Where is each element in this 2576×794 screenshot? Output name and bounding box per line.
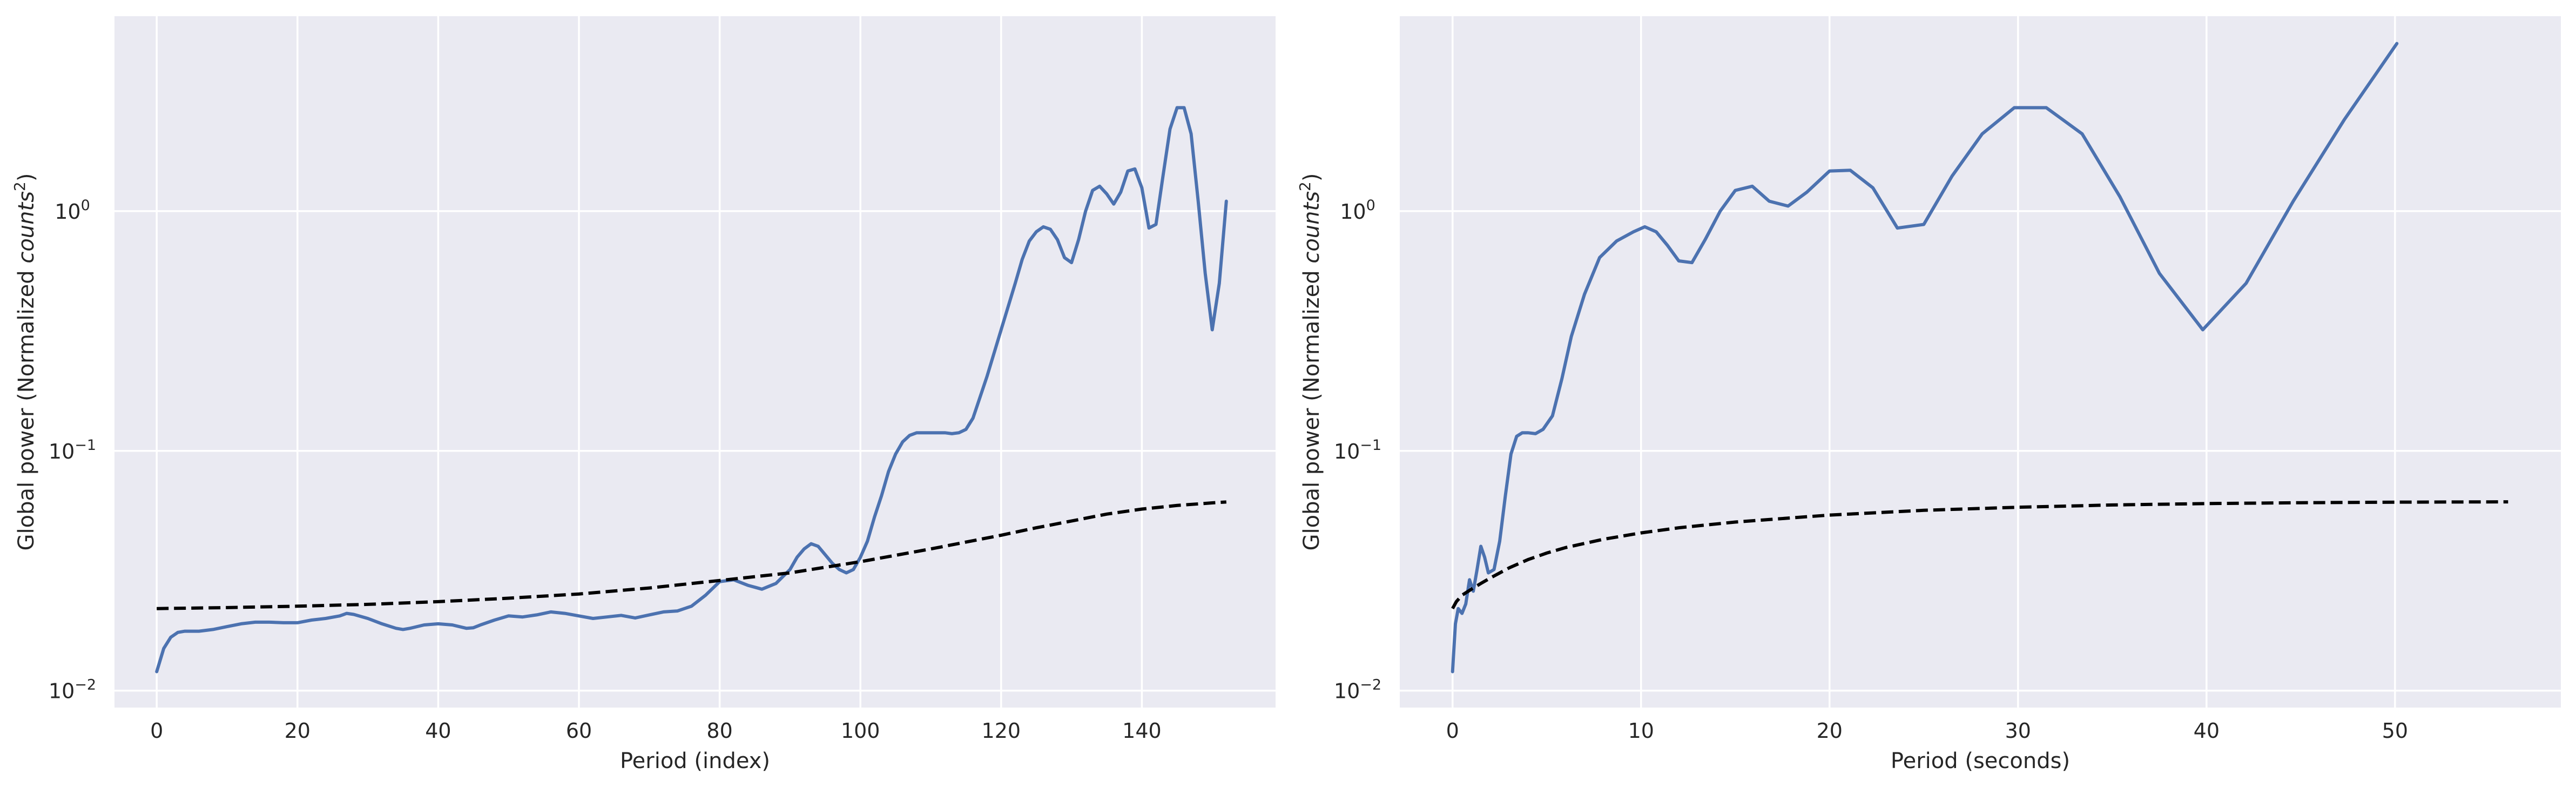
chart-0-y-tick-label: 10−2 bbox=[49, 677, 96, 703]
chart-1-x-tick-label: 50 bbox=[2382, 719, 2408, 743]
chart-0-global-power-line bbox=[155, 106, 1228, 674]
chart-1-y-axis-label: Global power (Normalized counts2) bbox=[1296, 173, 1324, 551]
left-chart-panel: 0 20 40 60 80 100 120 140 10−2 10−1 100 Period (ind… bbox=[11, 16, 1276, 773]
chart-1-y-tick-label: 100 bbox=[1340, 197, 1375, 224]
chart-0-x-tick-label: 40 bbox=[425, 719, 451, 743]
chart-1-plot-area bbox=[1400, 16, 2561, 708]
chart-0-x-tick-label: 120 bbox=[982, 719, 1021, 743]
chart-0-x-tick-label: 60 bbox=[566, 719, 592, 743]
chart-0-significance-level-line bbox=[157, 500, 1226, 610]
right-chart-panel: 0 10 20 30 40 50 10−2 10−1 100 Period (seconds) Gl… bbox=[1296, 16, 2561, 773]
chart-1-y-tick-label: 10−1 bbox=[1334, 437, 1381, 463]
chart-0-x-tick-label: 0 bbox=[150, 719, 163, 743]
chart-1-x-tick-label: 0 bbox=[1446, 719, 1459, 743]
chart-1-global-power-line bbox=[1451, 42, 2399, 674]
chart-0-plot-area bbox=[114, 16, 1276, 708]
chart-1-y-tick-label: 10−2 bbox=[1334, 677, 1381, 703]
chart-0-x-tick-label: 100 bbox=[841, 719, 880, 743]
chart-1-x-tick-label: 20 bbox=[1817, 719, 1843, 743]
chart-0-y-axis-label: Global power (Normalized counts2) bbox=[11, 173, 39, 551]
chart-1-significance-level-line bbox=[1451, 500, 2508, 610]
chart-0-y-tick-label: 10−1 bbox=[49, 437, 96, 463]
chart-0-x-tick-label: 20 bbox=[285, 719, 311, 743]
chart-0-x-axis-label: Period (index) bbox=[620, 749, 770, 773]
chart-0-x-tick-label: 140 bbox=[1122, 719, 1162, 743]
chart-0-x-tick-label: 80 bbox=[706, 719, 732, 743]
chart-1-x-tick-label: 40 bbox=[2194, 719, 2220, 743]
chart-1-x-tick-label: 10 bbox=[1628, 719, 1654, 743]
chart-1-x-axis-label: Period (seconds) bbox=[1891, 749, 2070, 773]
chart-0-y-tick-label: 100 bbox=[55, 197, 90, 224]
chart-1-x-tick-label: 30 bbox=[2005, 719, 2031, 743]
